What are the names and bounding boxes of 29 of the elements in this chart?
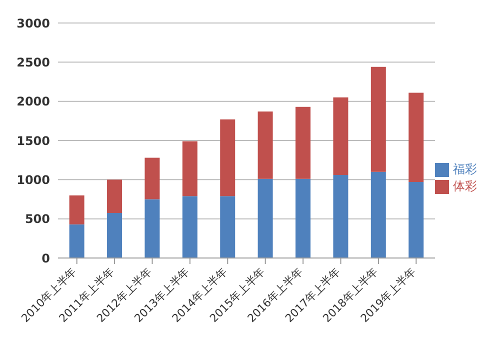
bar: [69, 224, 84, 258]
bar: [144, 199, 160, 258]
bar: [370, 66, 386, 172]
bar: [296, 106, 311, 179]
y-tick-label: 1000: [16, 172, 50, 187]
bar: [107, 180, 122, 213]
bar: [69, 195, 84, 224]
y-tick-label: 2000: [16, 94, 50, 109]
bar: [258, 178, 273, 258]
y-tick-label: 2500: [16, 55, 50, 70]
bar: [296, 178, 311, 258]
bar: [144, 158, 160, 200]
y-tick-label: 3000: [16, 16, 50, 30]
bar: [107, 212, 122, 258]
bar: [220, 196, 236, 258]
bar: [370, 172, 386, 258]
y-tick-label: 500: [24, 212, 50, 226]
y-tick-label: 0: [42, 251, 50, 266]
bar: [182, 141, 198, 196]
y-tick-label: 1500: [16, 134, 50, 148]
bar: [258, 112, 273, 179]
bar: [333, 97, 348, 175]
bar: [182, 196, 198, 258]
bar: [220, 119, 236, 196]
bar: [408, 92, 424, 182]
legend-label: 体彩: [453, 179, 477, 193]
bar: [333, 174, 348, 258]
legend-label: 福彩: [453, 162, 477, 176]
bar: [408, 182, 424, 258]
